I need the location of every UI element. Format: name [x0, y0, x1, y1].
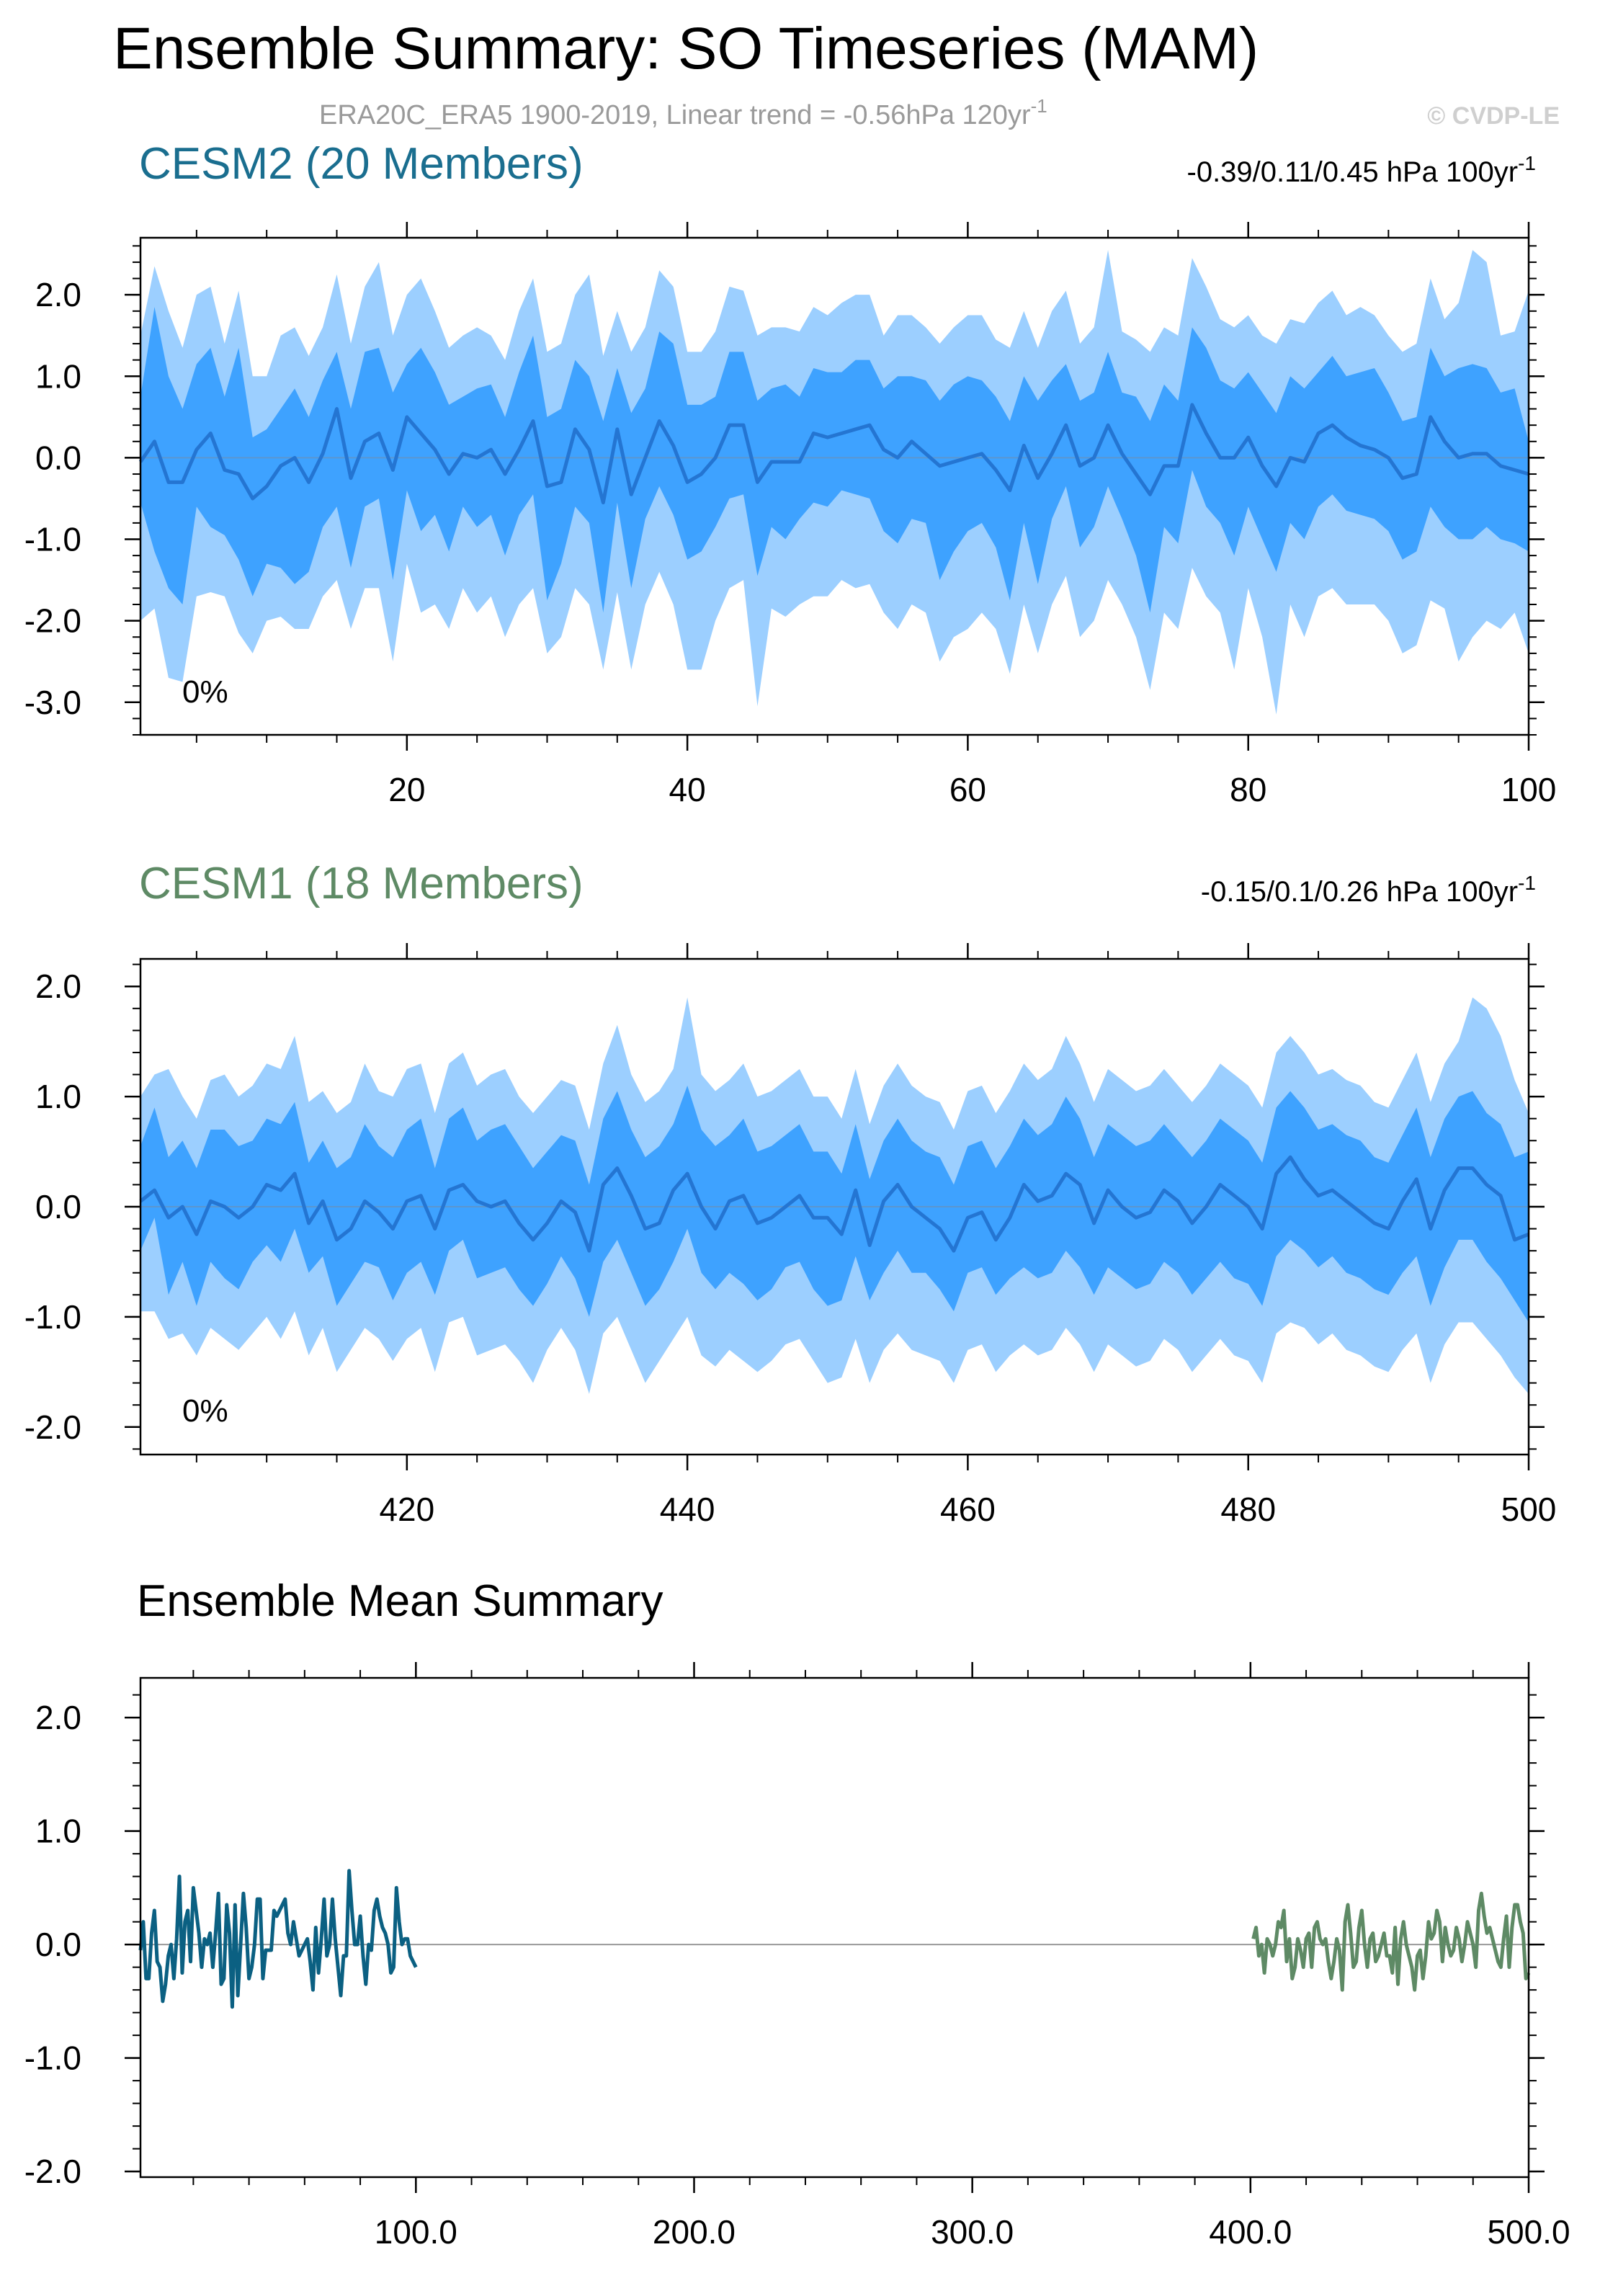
y-tick-label-cesm2: -1.0	[24, 521, 81, 558]
percent-label-cesm2: 0%	[182, 674, 228, 710]
x-tick-label-cesm1: 480	[1220, 1491, 1276, 1528]
y-tick-label-ensemble-mean: 2.0	[35, 1699, 81, 1736]
trend-text-cesm2: -0.39/0.11/0.45 hPa 100yr	[1187, 156, 1519, 188]
x-tick-label-cesm1: 500	[1501, 1491, 1557, 1528]
x-tick-label-cesm2: 40	[669, 771, 706, 808]
x-tick-label-ensemble-mean: 200.0	[653, 2213, 736, 2251]
x-tick-label-cesm2: 20	[388, 771, 425, 808]
panel-ensemble-mean: Ensemble Mean Summary 2.0 1.0 0.0 -1.0 -2.0 1…	[24, 1576, 1570, 2251]
plot-frame-ensemble-mean	[139, 1676, 1530, 2179]
subtitle-text: ERA20C_ERA5 1900-2019, Linear trend = -0…	[319, 100, 1031, 130]
y-tick-label-ensemble-mean: 1.0	[35, 1813, 81, 1850]
plot-area-cesm1: 2.0 1.0 0.0 -1.0 -2.0 420 440 460 480 500	[24, 943, 1557, 1528]
panel-title-cesm2: CESM2 (20 Members)	[139, 139, 584, 189]
x-tick-label-ensemble-mean: 300.0	[931, 2213, 1014, 2251]
x-tick-label-cesm1: 440	[660, 1491, 715, 1528]
y-tick-label-ensemble-mean: -1.0	[24, 2040, 81, 2077]
x-tick-label-cesm2: 60	[949, 771, 986, 808]
y-tick-label-cesm2: 2.0	[35, 276, 81, 313]
y-tick-label-ensemble-mean: -2.0	[24, 2153, 81, 2190]
y-tick-label-cesm2: -2.0	[24, 602, 81, 640]
x-tick-label-cesm2: 100	[1501, 771, 1557, 808]
x-tick-label-cesm2: 80	[1230, 771, 1266, 808]
panel-cesm1: CESM1 (18 Members) -0.15/0.1/0.26 hPa 10…	[24, 859, 1557, 1528]
band-10-90-cesm2	[140, 307, 1529, 613]
trend-label-cesm2: -0.39/0.11/0.45 hPa 100yr-1	[1187, 152, 1537, 188]
figure-title: Ensemble Summary: SO Timeseries (MAM)	[113, 16, 1259, 81]
band-10-90-cesm1	[140, 1085, 1529, 1323]
trend-exp-cesm2: -1	[1518, 152, 1536, 174]
x-tick-label-ensemble-mean: 100.0	[375, 2213, 457, 2251]
series-line-cesm2	[138, 1869, 418, 2009]
x-tick-label-ensemble-mean: 500.0	[1487, 2213, 1570, 2251]
trend-label-cesm1: -0.15/0.1/0.26 hPa 100yr-1	[1201, 872, 1536, 908]
y-tick-label-cesm1: -2.0	[24, 1408, 81, 1446]
panel-title-ensemble-mean: Ensemble Mean Summary	[137, 1576, 663, 1626]
y-tick-label-cesm2: 1.0	[35, 357, 81, 395]
plot-frame-cesm2	[139, 236, 1530, 736]
watermark: © CVDP-LE	[1427, 102, 1560, 130]
y-tick-label-cesm2: -3.0	[24, 684, 81, 721]
ensemble-mean-line-cesm2	[138, 403, 1529, 505]
trend-text-cesm1: -0.15/0.1/0.26 hPa 100yr	[1201, 876, 1518, 908]
panel-title-cesm1: CESM1 (18 Members)	[139, 859, 584, 908]
y-tick-label-cesm1: 2.0	[35, 968, 81, 1005]
panel-cesm2: CESM2 (20 Members) -0.39/0.11/0.45 hPa 1…	[24, 139, 1557, 808]
percent-label-cesm1: 0%	[182, 1393, 228, 1429]
plot-area-cesm2: 2.0 1.0 0.0 -1.0 -2.0 -3.0 20 40 60 80 100	[24, 222, 1557, 808]
y-tick-label-cesm1: -1.0	[24, 1298, 81, 1336]
trend-exp-cesm1: -1	[1518, 872, 1536, 894]
series-line-cesm1	[1251, 1891, 1531, 1992]
y-tick-label-ensemble-mean: 0.0	[35, 1926, 81, 1963]
figure-subtitle: ERA20C_ERA5 1900-2019, Linear trend = -0…	[319, 95, 1047, 130]
subtitle-exponent: -1	[1031, 95, 1047, 117]
y-tick-label-cesm2: 0.0	[35, 439, 81, 476]
x-tick-label-cesm1: 420	[379, 1491, 434, 1528]
y-tick-label-cesm1: 0.0	[35, 1188, 81, 1225]
x-tick-label-ensemble-mean: 400.0	[1209, 2213, 1292, 2251]
x-tick-label-cesm1: 460	[940, 1491, 996, 1528]
plot-area-ensemble-mean: 2.0 1.0 0.0 -1.0 -2.0 100.0 200.0 300.0 400.0 500…	[24, 1662, 1570, 2251]
ensemble-mean-line-cesm1	[139, 1155, 1529, 1253]
y-tick-label-cesm1: 1.0	[35, 1078, 81, 1115]
